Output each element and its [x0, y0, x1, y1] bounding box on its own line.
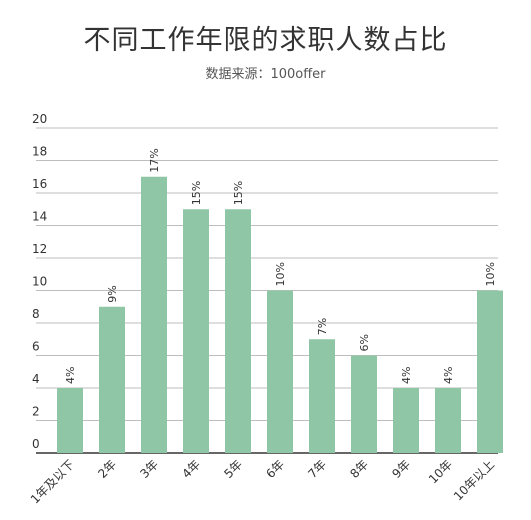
y-tick-label: 4: [32, 372, 40, 386]
data-label: 17%: [148, 148, 161, 172]
bar: [141, 176, 167, 453]
data-label: 6%: [358, 334, 371, 351]
chart-subtitle: 数据来源：100offer: [205, 67, 326, 82]
bar: [351, 355, 377, 453]
category-label: 6年: [263, 457, 287, 481]
y-tick-label: 20: [32, 112, 47, 126]
y-tick-label: 6: [32, 340, 40, 354]
bar: [57, 388, 83, 453]
y-tick-label: 16: [32, 177, 47, 191]
data-label: 4%: [400, 367, 413, 384]
y-tick-label: 12: [32, 242, 47, 256]
bar-layer: [57, 176, 503, 453]
category-label: 10年以上: [451, 457, 497, 503]
y-tick-label: 14: [32, 210, 47, 224]
category-label: 10年: [426, 457, 455, 486]
y-tick-label: 2: [32, 405, 40, 419]
data-label: 10%: [484, 262, 497, 286]
bar: [435, 388, 461, 453]
bar: [99, 306, 125, 453]
category-label: 3年: [137, 457, 161, 481]
y-tick-label: 0: [32, 437, 40, 451]
category-label: 7年: [305, 457, 329, 481]
category-label: 9年: [389, 457, 413, 481]
y-tick-label: 8: [32, 307, 40, 321]
data-label: 4%: [64, 367, 77, 384]
category-label: 5年: [221, 457, 245, 481]
data-label: 10%: [274, 262, 287, 286]
y-tick-label: 18: [32, 145, 47, 159]
bar: [225, 209, 251, 453]
data-label: 15%: [232, 181, 245, 205]
bar: [267, 290, 293, 453]
category-label: 1年及以下: [28, 457, 77, 506]
label-layer: 0 2 4 6 8 10 12 14 16 18 20 4% 1年及以下 9% 2年 17% 3年 15% 4年 15…: [28, 112, 497, 506]
data-label: 7%: [316, 318, 329, 335]
data-label: 4%: [442, 367, 455, 384]
bar: [393, 388, 419, 453]
category-label: 4年: [179, 457, 203, 481]
bar: [309, 339, 335, 453]
data-label: 9%: [106, 285, 119, 302]
category-label: 8年: [347, 457, 371, 481]
y-tick-label: 10: [32, 275, 47, 289]
data-label: 15%: [190, 181, 203, 205]
category-label: 2年: [95, 457, 119, 481]
chart-title: 不同工作年限的求职人数占比: [83, 25, 448, 56]
bar: [183, 209, 209, 453]
bar: [477, 290, 503, 453]
